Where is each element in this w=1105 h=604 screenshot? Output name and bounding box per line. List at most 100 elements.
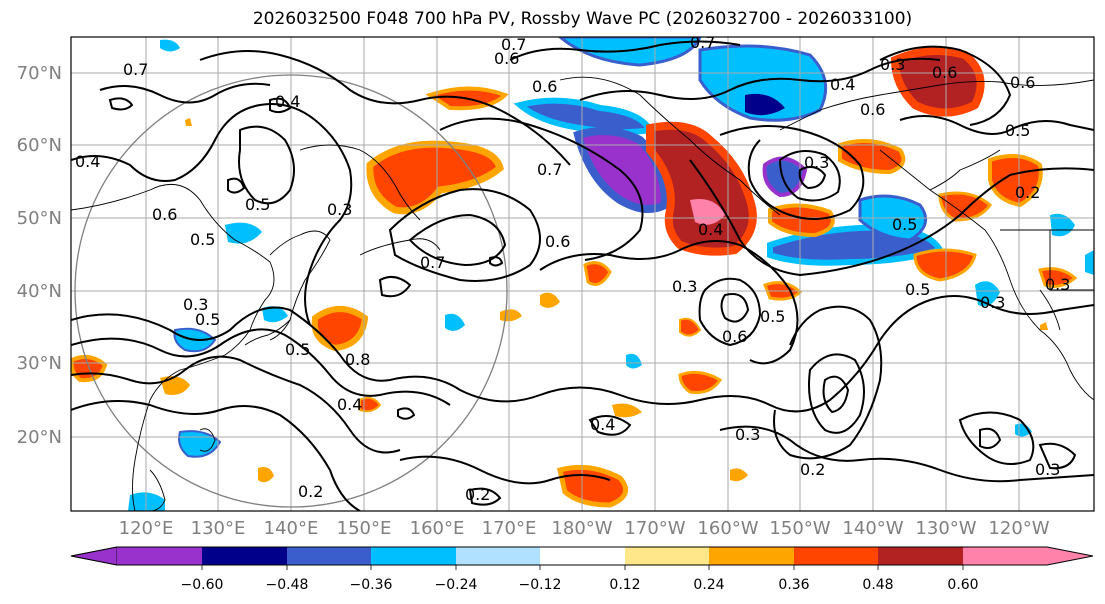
anomaly-positive [646,121,757,256]
plot-frame [70,36,1095,512]
contour-label: 0.7 [501,35,526,54]
anomaly-positive [557,464,629,508]
contour-label: 0.7 [420,253,445,272]
colorbar-bin [794,547,878,565]
anomaly-positive [500,309,522,322]
colorbar-bin [287,547,371,565]
lon-label: 120°W [988,518,1049,539]
contour-label: 0.3 [980,293,1005,312]
anomaly-positive [359,396,382,413]
anomaly-negative [262,306,288,323]
contour-label: 0.4 [698,220,723,239]
contour-label: 0.6 [722,327,747,346]
lon-label: 130°W [915,518,976,539]
contour-labels: 0.7 0.6 0.7 0.6 0.4 0.7 0.3 0.6 0.5 0.4 … [75,33,1070,504]
contour-label: 0.6 [494,49,519,68]
anomaly-positive [258,467,274,483]
colorbar-tick-label: 0.12 [609,577,640,593]
anomaly-negative [975,281,1000,307]
anomaly-positive [1038,267,1078,288]
contour-label: 0.7 [690,33,715,52]
anomaly-negative [445,313,465,331]
contour-label: 0.5 [245,195,270,214]
contour-label: 0.5 [285,340,310,359]
lon-label: 130°E [191,518,246,539]
contour-label: 0.4 [275,92,300,111]
colorbar-tick-label: −0.36 [350,577,393,593]
anomaly-positive [913,248,977,282]
anomaly-positive [160,376,190,395]
anomaly-negative [745,93,785,116]
colorbar-bin [625,547,709,565]
contour-label: 0.8 [345,350,370,369]
contour-label: 0.3 [1035,460,1060,479]
colorbar-extend-high [963,547,1093,565]
anomaly-negative [225,222,262,244]
lon-label: 160°E [410,518,465,539]
contour-label: 0.7 [537,160,562,179]
colorbar: −0.60 −0.48 −0.36 −0.24 −0.12 0.12 0.24 … [70,546,1094,593]
anomaly-positive [71,354,108,383]
anomaly-negative [762,156,808,198]
anomaly-shading [71,37,1094,511]
map-title: 2026032500 F048 700 hPa PV, Rossby Wave … [252,9,913,29]
contour-label: 0.3 [327,200,352,219]
contour-label: 0.4 [830,75,855,94]
lon-label: 170°W [624,518,685,539]
anomaly-positive [540,292,560,308]
latitude-labels: 70°N 60°N 50°N 40°N 30°N 20°N [17,63,62,448]
lon-label: 140°W [842,518,903,539]
contour-label: 0.5 [195,310,220,329]
contour-label: 0.3 [735,425,760,444]
contour-label: 0.3 [1045,275,1070,294]
contour-label: 0.5 [892,215,917,234]
contour-label: 0.6 [532,77,557,96]
colorbar-tick-label: 0.48 [862,577,893,593]
contour-label: 0.3 [804,153,829,172]
contour-label: 0.3 [672,277,697,296]
lon-label: 170°E [482,518,537,539]
anomaly-negative [1085,250,1094,275]
colorbar-tick-label: −0.60 [181,577,224,593]
colorbar-tick-label: −0.24 [435,577,478,593]
colorbar-tick-label: −0.48 [266,577,309,593]
contour-label: 0.5 [905,280,930,299]
colorbar-tick-label: 0.60 [947,577,978,593]
colorbar-extend-low [70,546,118,566]
anomaly-negative [178,430,222,458]
contour-label: 0.6 [932,63,957,82]
pv-contours [71,40,1094,511]
lon-label: 150°W [769,518,830,539]
colorbar-bin [878,547,963,565]
contour-label: 0.6 [860,100,885,119]
lon-label: 140°E [264,518,319,539]
contour-label: 0.4 [75,152,100,171]
gridlines [71,37,1094,511]
colorbar-bin [202,547,287,565]
lat-label: 40°N [17,281,62,302]
anomaly-positive [838,139,906,175]
anomaly-positive [1040,322,1048,330]
lat-label: 60°N [17,135,62,156]
lat-label: 20°N [17,427,62,448]
anomaly-positive [185,118,192,126]
colorbar-bin [709,547,794,565]
lon-label: 180°W [551,518,612,539]
contour-label: 0.6 [1010,73,1035,92]
lat-label: 30°N [17,353,62,374]
contour-label: 0.7 [123,60,148,79]
anomaly-positive [366,140,504,215]
anomaly-negative [626,353,642,369]
anomaly-positive [730,468,748,482]
anomaly-positive [890,47,985,117]
lat-label: 50°N [17,208,62,229]
contour-label: 0.2 [465,485,490,504]
anomaly-positive [679,317,702,337]
contour-label: 0.6 [545,232,570,251]
colorbar-bin [117,547,202,565]
anomaly-positive [938,191,992,222]
anomaly-positive [678,370,723,394]
contour-label: 0.2 [1015,183,1040,202]
colorbar-outline [70,546,1094,566]
